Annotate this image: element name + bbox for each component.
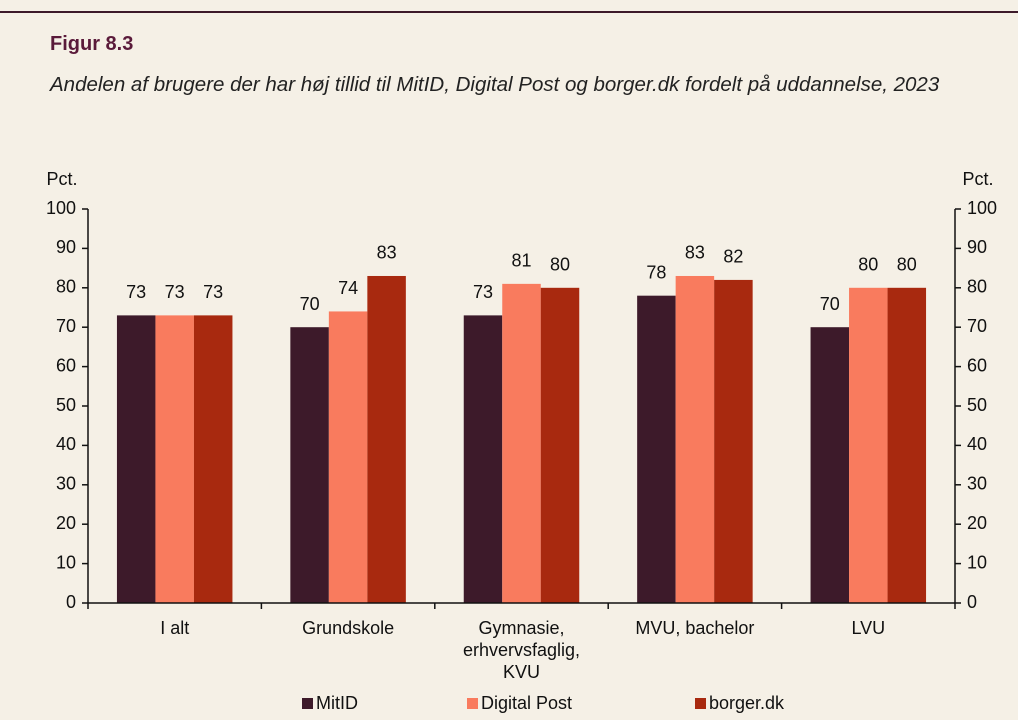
y2-tick-label: 80 (967, 277, 987, 297)
data-label: 82 (723, 247, 743, 267)
figure-number: Figur 8.3 (50, 33, 134, 55)
y-tick-label: 100 (46, 198, 76, 218)
y-tick-label: 90 (56, 237, 76, 257)
data-label: 80 (897, 255, 917, 275)
legend-label: Digital Post (481, 693, 572, 713)
y-tick-label: 50 (56, 395, 76, 415)
data-label: 73 (126, 282, 146, 302)
legend-label: MitID (316, 693, 358, 713)
y2-tick-label: 100 (967, 198, 997, 218)
x-tick-label: I alt (160, 618, 189, 638)
top-rule (0, 11, 1018, 13)
data-label: 73 (203, 282, 223, 302)
x-tick-label: Grundskole (302, 618, 394, 638)
y2-tick-label: 40 (967, 434, 987, 454)
y2-tick-label: 50 (967, 395, 987, 415)
data-label: 73 (165, 282, 185, 302)
legend-swatch (467, 698, 478, 709)
chart-subtitle: Andelen af brugere der har høj tillid ti… (50, 73, 940, 96)
bar (367, 275, 406, 603)
y2-tick-label: 0 (967, 592, 977, 612)
data-label: 81 (511, 251, 531, 271)
bar (328, 311, 368, 603)
bar (637, 295, 676, 603)
data-label: 80 (550, 255, 570, 275)
y-tick-label: 30 (56, 474, 76, 494)
x-tick-label: Gymnasie, erhvervsfaglig, KVU (463, 618, 580, 682)
bar (463, 315, 503, 603)
bar (193, 315, 233, 603)
y2-tick-label: 60 (967, 355, 987, 375)
x-tick-label: MVU, bachelor (635, 618, 754, 638)
bar (849, 287, 888, 603)
data-label: 80 (858, 255, 878, 275)
data-label: 78 (646, 262, 666, 282)
data-label: 83 (377, 243, 397, 263)
x-tick-label: LVU (851, 618, 885, 638)
y2-tick-label: 90 (967, 237, 987, 257)
y-tick-label: 70 (56, 316, 76, 336)
y2-tick-label: 10 (967, 552, 987, 572)
bar (290, 327, 329, 603)
y2-axis-label: Pct. (962, 169, 993, 189)
y2-tick-label: 30 (967, 474, 987, 494)
data-label: 83 (685, 243, 705, 263)
data-label: 73 (473, 282, 493, 302)
bar (810, 327, 850, 603)
legend-swatch (302, 698, 313, 709)
legend-label: borger.dk (709, 693, 785, 713)
legend-swatch (695, 698, 706, 709)
y2-tick-label: 20 (967, 513, 987, 533)
y2-tick-label: 70 (967, 316, 987, 336)
bar (502, 283, 541, 603)
bar (116, 315, 156, 603)
y-tick-label: 0 (66, 592, 76, 612)
data-label: 70 (820, 294, 840, 314)
bar (675, 275, 715, 603)
y-tick-label: 60 (56, 355, 76, 375)
bar (540, 287, 580, 603)
y-tick-label: 80 (56, 277, 76, 297)
y-tick-label: 10 (56, 552, 76, 572)
y-axis-label: Pct. (46, 169, 77, 189)
y-tick-label: 40 (56, 434, 76, 454)
y-tick-label: 20 (56, 513, 76, 533)
bar (887, 287, 927, 603)
data-label: 74 (338, 278, 358, 298)
data-label: 70 (300, 294, 320, 314)
bar (155, 315, 194, 603)
bar (714, 279, 753, 603)
